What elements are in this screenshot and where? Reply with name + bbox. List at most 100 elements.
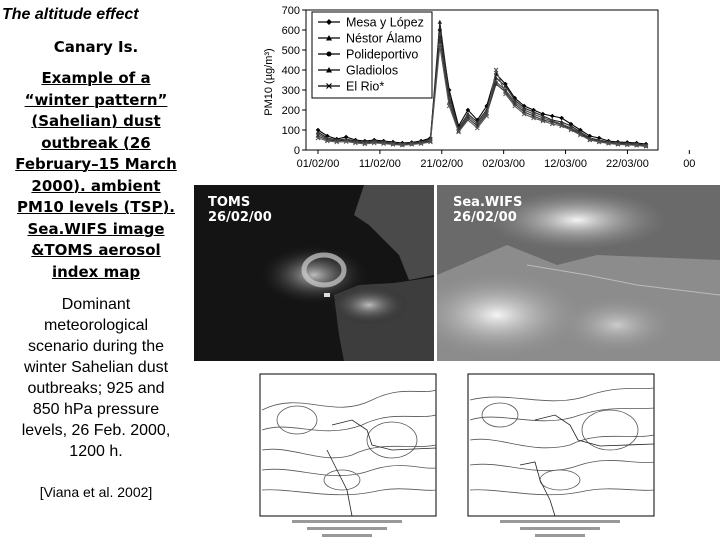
y-tick-label: 100 <box>282 125 300 137</box>
seawifs-image: Sea.WIFS 26/02/00 <box>437 185 720 361</box>
data-point <box>437 43 443 49</box>
data-point <box>418 141 424 146</box>
meteo-line: winter Sahelian dust <box>23 359 169 376</box>
legend-marker <box>326 67 332 73</box>
data-point <box>549 113 555 119</box>
data-point <box>503 83 508 88</box>
data-point <box>493 75 499 80</box>
x-tick-label: 21/02/00 <box>420 158 463 170</box>
description-line: February–15 March <box>15 155 177 173</box>
meteorological-description: Dominant meteorological scenario during … <box>2 294 190 462</box>
data-point <box>437 27 443 33</box>
data-point <box>596 139 602 145</box>
pm10-line-chart: 0 100 200 300 400 500 600 700 01/02/00 11/02/00 2… <box>258 0 720 182</box>
toms-image <box>194 185 434 361</box>
data-point <box>493 67 499 73</box>
x-tick-label: 02/03/00 <box>482 158 525 170</box>
slide-title: The altitude effect <box>2 6 139 23</box>
data-point <box>381 141 386 146</box>
pm10-chart-svg: 0 100 200 300 400 500 600 700 01/02/00 11/02/00 2… <box>263 5 695 170</box>
data-point <box>437 19 443 24</box>
pressure-map-850-svg <box>467 373 655 537</box>
data-point <box>465 117 471 123</box>
data-point <box>512 103 518 109</box>
data-point <box>493 71 499 77</box>
data-point <box>390 142 396 147</box>
legend-label: El Rio* <box>346 80 384 94</box>
seawifs-image-svg <box>437 185 720 361</box>
description-line: (Sahelian) dust <box>31 112 161 130</box>
data-point <box>531 115 536 121</box>
y-tick-label: 500 <box>282 45 300 57</box>
legend-marker <box>326 83 332 89</box>
pressure-map-925-svg <box>259 373 437 537</box>
data-point <box>615 142 621 147</box>
y-axis-ticks: 0 100 200 300 400 500 600 700 <box>282 5 306 157</box>
data-point <box>438 32 442 36</box>
data-point <box>315 135 321 141</box>
y-tick-label: 300 <box>282 85 300 97</box>
data-point <box>587 137 593 143</box>
data-point <box>399 142 405 148</box>
y-tick-label: 200 <box>282 105 300 117</box>
legend-marker <box>326 51 332 57</box>
data-point <box>606 141 611 146</box>
description-line: “winter pattern” <box>24 90 168 109</box>
pressure-map-850hpa <box>460 370 660 540</box>
y-tick-label: 700 <box>282 5 300 17</box>
data-point <box>353 140 358 146</box>
meteo-line: levels, 26 Feb. 2000, <box>21 422 171 439</box>
example-description: Example of a “winter pattern” (Sahelian)… <box>0 68 192 283</box>
description-line: PM10 levels (TSP). <box>16 198 175 216</box>
legend-label: Néstor Álamo <box>346 31 422 46</box>
description-line: outbreak (26 <box>41 133 151 152</box>
pressure-map-925hpa <box>252 370 442 540</box>
meteo-line: meteorological <box>43 317 149 334</box>
y-tick-label: 600 <box>282 25 300 37</box>
x-tick-label: 11/02/00 <box>359 158 401 170</box>
x-tick-label: 22/03/00 <box>606 158 649 170</box>
legend-marker <box>326 35 332 41</box>
seawifs-label: Sea.WIFS 26/02/00 <box>453 195 522 225</box>
left-text-column: The altitude effect Canary Is. Example o… <box>0 0 192 540</box>
x-tick-label: 01/02/00 <box>297 158 340 170</box>
data-point <box>540 118 546 124</box>
meteo-line: Dominant <box>61 296 131 313</box>
data-point <box>521 111 527 117</box>
legend-box <box>311 11 433 99</box>
data-point <box>624 142 630 148</box>
data-point <box>484 103 489 109</box>
data-point <box>465 107 471 113</box>
data-point <box>362 141 368 147</box>
legend-label: Polideportivo <box>346 48 418 62</box>
data-point <box>568 127 574 133</box>
seawifs-label-line: Sea.WIFS <box>453 195 523 210</box>
data-point <box>578 132 583 138</box>
data-point <box>456 129 461 135</box>
data-point <box>643 144 649 149</box>
x-axis-ticks: 01/02/00 11/02/00 21/02/00 02/03/00 12/03/00… <box>297 150 695 170</box>
data-point <box>559 115 564 121</box>
data-point <box>371 140 377 146</box>
legend-label: Mesa y López <box>346 16 424 30</box>
x-tick-label: 12/03/00 <box>544 158 587 170</box>
description-line: &TOMS aerosol <box>31 241 161 259</box>
data-point <box>409 142 415 147</box>
legend-marker <box>326 19 332 25</box>
data-point <box>343 139 349 144</box>
data-point <box>503 91 508 97</box>
data-point <box>428 139 433 145</box>
data-point <box>474 125 480 131</box>
y-axis-label: PM10 (µg/m³) <box>263 48 275 115</box>
meteo-line: 850 hPa pressure <box>32 401 160 418</box>
data-point <box>549 121 555 127</box>
description-line: index map <box>51 262 141 281</box>
slide-subtitle: Canary Is. <box>53 38 139 56</box>
data-point <box>559 123 565 129</box>
meteo-line: 1200 h. <box>69 443 123 460</box>
legend-label: Gladiolos <box>346 64 398 78</box>
data-point <box>325 138 330 144</box>
data-point <box>447 99 452 104</box>
data-point <box>334 139 340 145</box>
description-line: Example of a <box>41 69 151 87</box>
